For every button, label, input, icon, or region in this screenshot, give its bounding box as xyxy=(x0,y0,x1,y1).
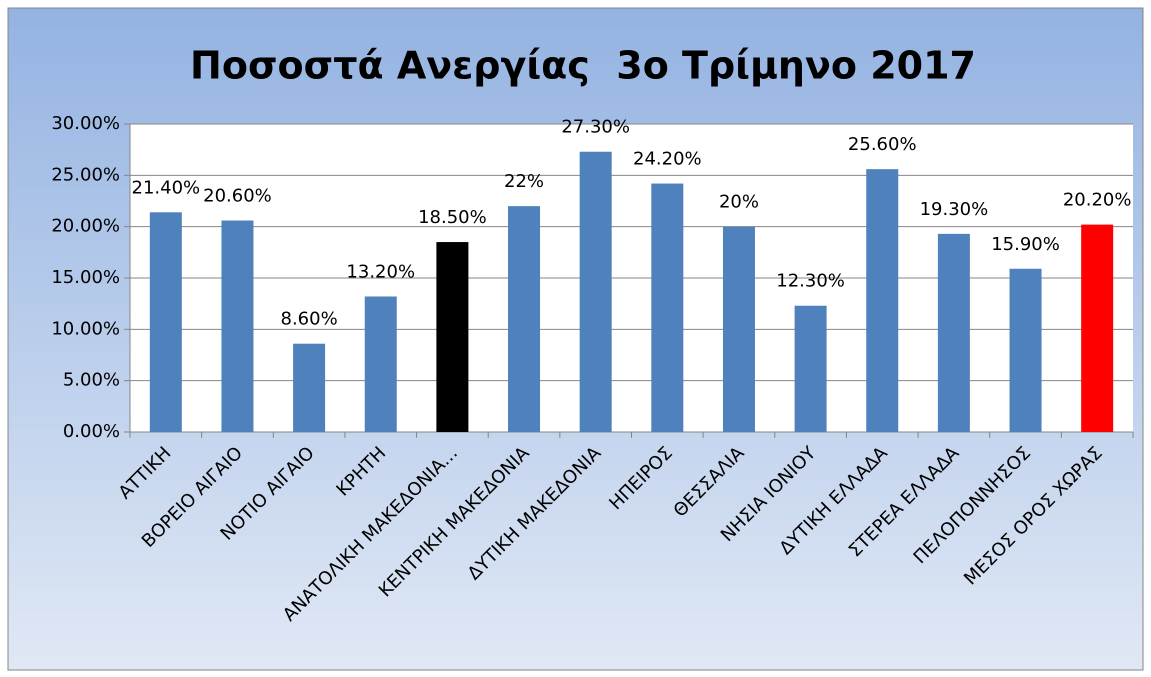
data-label: 25.60% xyxy=(848,134,917,155)
bar xyxy=(1009,268,1042,432)
data-label: 13.20% xyxy=(346,261,415,282)
data-label: 20.60% xyxy=(203,186,272,207)
y-tick-label: 30.00% xyxy=(51,113,120,134)
bar xyxy=(149,212,182,432)
bar xyxy=(508,206,541,432)
data-label: 27.30% xyxy=(561,117,630,138)
bar xyxy=(794,305,827,432)
bar xyxy=(364,296,397,432)
y-tick-label: 20.00% xyxy=(51,216,120,237)
bar xyxy=(722,226,755,432)
data-label: 20% xyxy=(719,192,759,213)
bar xyxy=(293,343,326,432)
bar xyxy=(937,233,970,432)
bar xyxy=(436,242,469,432)
bar xyxy=(866,169,899,432)
y-tick-label: 10.00% xyxy=(51,318,120,339)
y-tick-label: 25.00% xyxy=(51,164,120,185)
y-tick-label: 0.00% xyxy=(63,421,120,442)
y-tick-label: 15.00% xyxy=(51,267,120,288)
bar xyxy=(221,220,254,432)
data-label: 8.60% xyxy=(281,309,338,330)
data-label: 22% xyxy=(504,171,544,192)
bar xyxy=(579,151,612,432)
bar xyxy=(1081,224,1114,432)
data-label: 18.50% xyxy=(418,207,487,228)
bar xyxy=(651,183,684,432)
data-label: 15.90% xyxy=(991,234,1060,255)
data-label: 19.30% xyxy=(920,199,989,220)
data-label: 12.30% xyxy=(776,271,845,292)
chart-title: Ποσοστά Ανεργίας 3ο Τρίμηνο 2017 xyxy=(190,44,976,88)
data-label: 24.20% xyxy=(633,149,702,170)
data-label: 21.40% xyxy=(132,177,201,198)
y-tick-label: 5.00% xyxy=(63,370,120,391)
data-label: 20.20% xyxy=(1063,190,1132,211)
